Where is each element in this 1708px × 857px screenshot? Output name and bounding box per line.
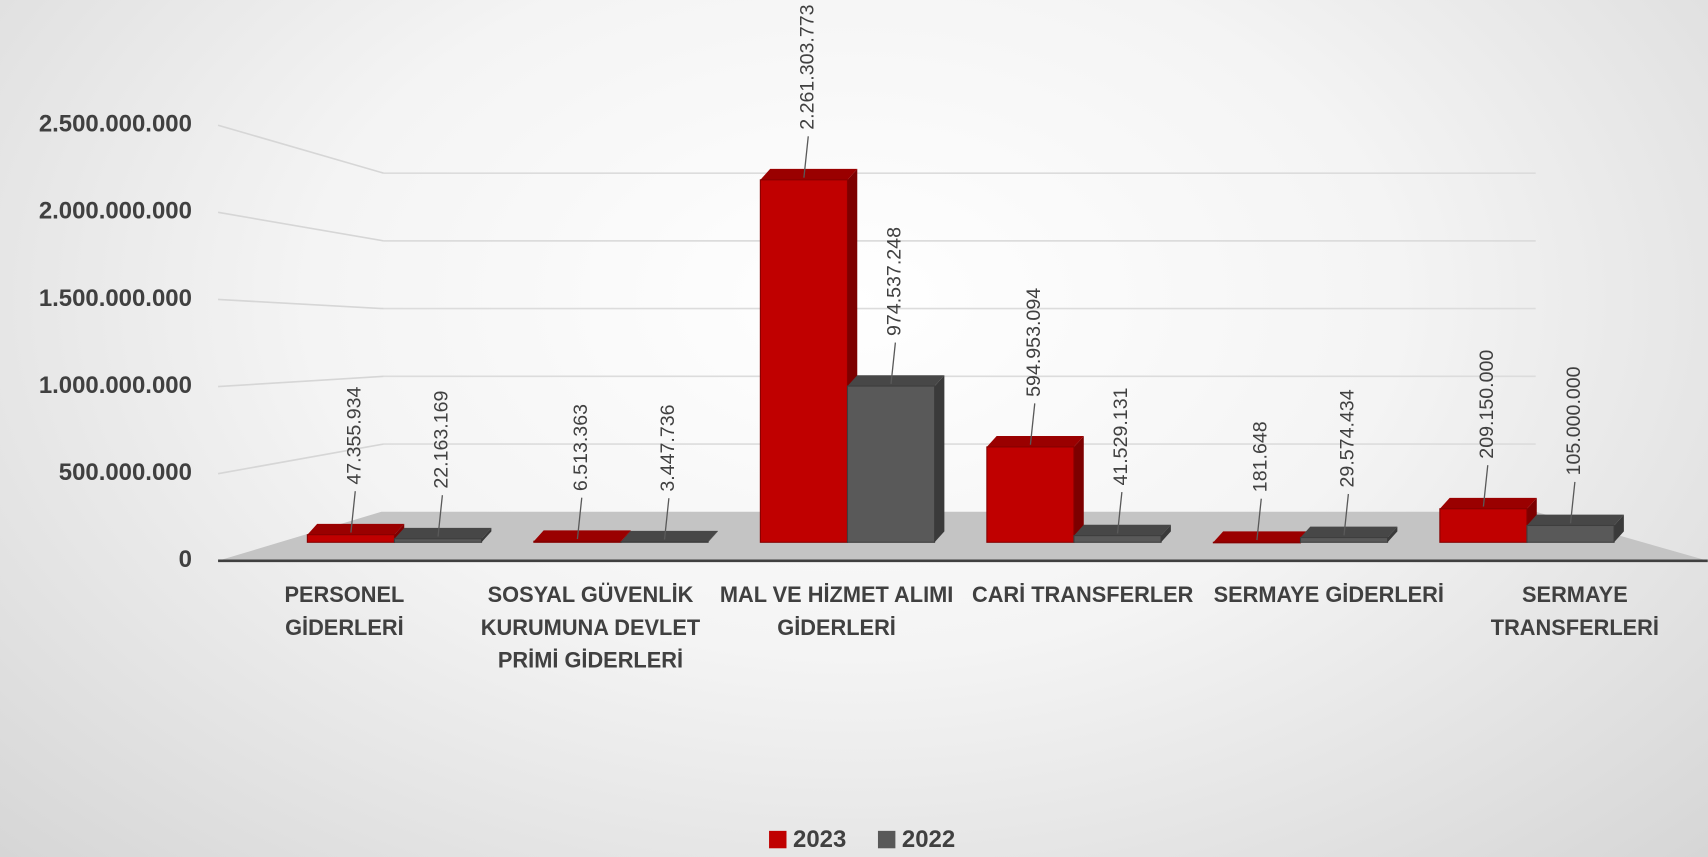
bar-top xyxy=(533,530,631,542)
value-label: 594.953.094 xyxy=(1023,288,1045,397)
leader-line xyxy=(1029,403,1036,445)
floor xyxy=(218,511,1708,561)
leader-line xyxy=(350,491,356,533)
grid-connector xyxy=(218,375,384,388)
x-label-box: SERMAYE TRANSFERLERİ xyxy=(1490,583,1659,641)
leader-line xyxy=(576,497,583,540)
legend-label: 2023 xyxy=(793,826,846,853)
x-tick-label: SOSYAL GÜVENLİK KURUMUNA DEVLET PRİMİ Gİ… xyxy=(480,583,701,673)
leader-line xyxy=(437,495,444,537)
bar-top xyxy=(1073,524,1171,536)
bar-top xyxy=(394,527,492,539)
value-label: 2.261.303.773 xyxy=(796,4,818,129)
x-label-box: PERSONEL GİDERLERİ xyxy=(284,583,405,641)
value-label: 3.447.736 xyxy=(657,404,679,491)
bar xyxy=(986,446,1075,543)
value-label: 47.355.934 xyxy=(343,386,365,484)
bar xyxy=(620,541,709,543)
value-label: 29.574.434 xyxy=(1337,389,1359,487)
y-tick-label: 1.500.000.000 xyxy=(39,285,192,312)
bar-top xyxy=(620,530,718,542)
value-label: 41.529.131 xyxy=(1110,387,1132,485)
bar-side xyxy=(934,375,945,543)
value-label: 22.163.169 xyxy=(431,391,453,489)
leader-line xyxy=(1343,493,1350,536)
y-tick-label: 500.000.000 xyxy=(59,459,192,486)
x-label-box: CARİ TRANSFERLER xyxy=(971,583,1194,608)
bar xyxy=(306,534,396,543)
bar-side xyxy=(1073,436,1084,543)
bar xyxy=(1212,541,1302,544)
leader-line xyxy=(1256,498,1262,541)
bar-side xyxy=(1387,526,1398,543)
x-tick-label: SERMAYE TRANSFERLERİ xyxy=(1490,583,1659,641)
value-label: 181.648 xyxy=(1249,421,1271,492)
bar-side xyxy=(1614,514,1624,543)
x-label-box: SERMAYE GİDERLERİ xyxy=(1213,583,1444,608)
leader-line xyxy=(1482,465,1489,507)
bar xyxy=(1526,524,1615,543)
legend-swatch xyxy=(769,830,787,849)
value-label: 6.513.363 xyxy=(570,404,592,491)
bar xyxy=(1439,508,1528,543)
x-tick-label: CARİ TRANSFERLER xyxy=(971,583,1194,608)
grid-connector xyxy=(217,124,384,174)
bar xyxy=(533,540,622,543)
bar-top xyxy=(1526,514,1624,526)
x-tick-label: PERSONEL GİDERLERİ xyxy=(284,583,405,641)
value-label: 974.537.248 xyxy=(884,227,906,336)
leader-line xyxy=(663,498,670,540)
legend: 2023 2022 xyxy=(769,826,955,853)
bar xyxy=(846,385,936,543)
bar-side xyxy=(1161,524,1171,543)
bar xyxy=(393,538,483,543)
bar xyxy=(1299,537,1389,543)
x-label-box: MAL VE HİZMET ALIMI GİDERLERİ xyxy=(719,583,954,641)
bar-top xyxy=(986,436,1084,447)
y-tick-label: 2.000.000.000 xyxy=(39,198,192,225)
leader-line xyxy=(1116,492,1123,534)
y-tick-label: 2.500.000.000 xyxy=(39,111,192,138)
bar-top xyxy=(307,523,405,535)
value-label: 105.000.000 xyxy=(1563,366,1585,475)
grid-connector xyxy=(218,298,384,310)
x-label-box: SOSYAL GÜVENLİK KURUMUNA DEVLET PRİMİ Gİ… xyxy=(480,583,701,673)
bar-top xyxy=(847,375,945,387)
bar xyxy=(1073,535,1162,543)
bar-side xyxy=(708,530,718,543)
bar xyxy=(759,179,849,543)
y-tick-label: 0 xyxy=(179,546,192,573)
legend-swatch xyxy=(877,830,896,849)
x-tick-label: MAL VE HİZMET ALIMI GİDERLERİ xyxy=(719,583,954,641)
bar-top xyxy=(760,168,858,180)
leader-line xyxy=(890,342,897,384)
grid-connector xyxy=(217,211,384,242)
value-label: 209.150.000 xyxy=(1476,350,1498,459)
bar-top xyxy=(1300,526,1398,538)
bar-side xyxy=(481,527,492,543)
y-tick-label: 1.000.000.000 xyxy=(39,372,192,399)
bar-top xyxy=(1213,531,1311,543)
legend-label: 2022 xyxy=(902,826,955,853)
leader-line xyxy=(1569,481,1576,524)
x-tick-label: SERMAYE GİDERLERİ xyxy=(1213,583,1444,608)
bar-top xyxy=(1439,497,1537,509)
leader-line xyxy=(803,136,809,178)
grid-connector xyxy=(217,443,384,475)
